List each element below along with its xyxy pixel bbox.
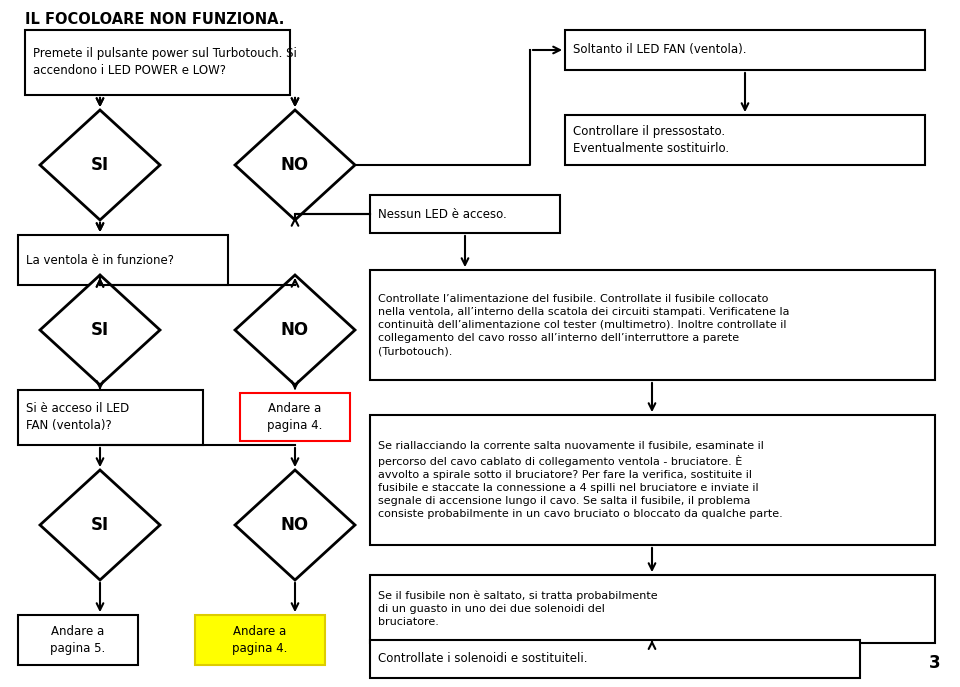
Text: Se riallacciando la corrente salta nuovamente il fusibile, esaminate il
percorso: Se riallacciando la corrente salta nuova… — [378, 440, 782, 519]
Text: Premete il pulsante power sul Turbotouch. Si
accendono i LED POWER e LOW?: Premete il pulsante power sul Turbotouch… — [33, 47, 297, 78]
Polygon shape — [40, 275, 160, 385]
FancyBboxPatch shape — [240, 393, 350, 441]
FancyBboxPatch shape — [370, 415, 935, 545]
Text: Andare a
pagina 4.: Andare a pagina 4. — [232, 625, 288, 655]
FancyBboxPatch shape — [370, 575, 935, 643]
Text: Andare a
pagina 4.: Andare a pagina 4. — [267, 402, 323, 432]
FancyBboxPatch shape — [370, 270, 935, 380]
Text: 3: 3 — [928, 654, 940, 672]
Text: SI: SI — [91, 321, 109, 339]
FancyBboxPatch shape — [25, 30, 290, 95]
Text: Se il fusibile non è saltato, si tratta probabilmente
di un guasto in uno dei du: Se il fusibile non è saltato, si tratta … — [378, 591, 658, 627]
FancyBboxPatch shape — [565, 30, 925, 70]
Text: Andare a
pagina 5.: Andare a pagina 5. — [50, 625, 106, 655]
Polygon shape — [235, 275, 355, 385]
Polygon shape — [235, 470, 355, 580]
Text: Soltanto il LED FAN (ventola).: Soltanto il LED FAN (ventola). — [573, 43, 747, 56]
FancyBboxPatch shape — [18, 615, 138, 665]
Polygon shape — [40, 110, 160, 220]
Text: Controllare il pressostato.
Eventualmente sostituirlo.: Controllare il pressostato. Eventualment… — [573, 125, 730, 155]
FancyBboxPatch shape — [370, 195, 560, 233]
FancyBboxPatch shape — [18, 390, 203, 445]
Text: La ventola è in funzione?: La ventola è in funzione? — [26, 254, 174, 267]
Polygon shape — [40, 470, 160, 580]
Text: Controllate l’alimentazione del fusibile. Controllate il fusibile collocato
nell: Controllate l’alimentazione del fusibile… — [378, 293, 789, 357]
FancyBboxPatch shape — [195, 615, 325, 665]
Polygon shape — [235, 110, 355, 220]
Text: IL FOCOLOARE NON FUNZIONA.: IL FOCOLOARE NON FUNZIONA. — [25, 12, 284, 27]
Text: Controllate i solenoidi e sostituiteli.: Controllate i solenoidi e sostituiteli. — [378, 653, 588, 666]
FancyBboxPatch shape — [18, 235, 228, 285]
Text: Si è acceso il LED
FAN (ventola)?: Si è acceso il LED FAN (ventola)? — [26, 403, 130, 433]
Text: Nessun LED è acceso.: Nessun LED è acceso. — [378, 207, 507, 221]
Text: SI: SI — [91, 156, 109, 174]
FancyBboxPatch shape — [565, 115, 925, 165]
Text: NO: NO — [281, 321, 309, 339]
Text: NO: NO — [281, 156, 309, 174]
FancyBboxPatch shape — [370, 640, 860, 678]
Text: NO: NO — [281, 516, 309, 534]
Text: SI: SI — [91, 516, 109, 534]
